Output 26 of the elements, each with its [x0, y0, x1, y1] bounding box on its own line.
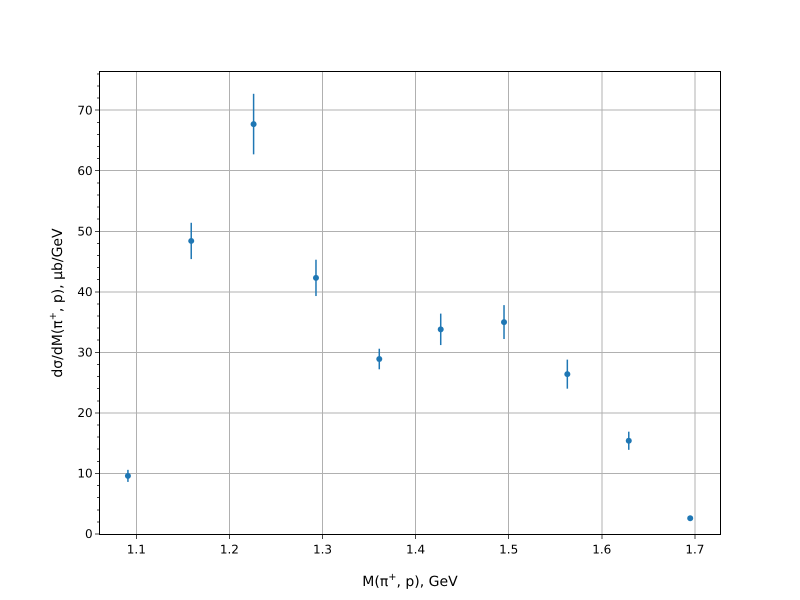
point	[312, 274, 319, 281]
point	[250, 121, 257, 128]
x-tick-label: 1.1	[126, 542, 146, 556]
x-tick-label: 1.5	[499, 542, 518, 556]
point	[438, 326, 444, 332]
x-tick-label: 1.6	[592, 542, 612, 556]
y-tick-label: 0	[84, 527, 93, 542]
x-tick-label: 1.2	[220, 542, 239, 556]
y-tick-label: 40	[77, 285, 93, 299]
y-tick-label: 50	[77, 224, 93, 238]
point	[501, 319, 508, 326]
y-tick-label: 60	[77, 164, 93, 178]
y-tick-label: 20	[77, 406, 93, 420]
x-axis-title: M(π$^{+}$, p), GeV	[362, 572, 458, 590]
point	[687, 515, 694, 522]
y-tick-label: 70	[77, 103, 93, 118]
x-tick-label: 1.7	[685, 542, 704, 556]
point	[376, 356, 382, 362]
y-tick-label: 10	[77, 466, 93, 481]
point	[564, 371, 570, 378]
point	[188, 238, 194, 244]
y-tick-label: 30	[77, 346, 93, 360]
point	[626, 438, 632, 444]
x-tick-label: 1.3	[312, 542, 332, 556]
point	[124, 472, 131, 479]
x-tick-label: 1.4	[406, 542, 426, 556]
